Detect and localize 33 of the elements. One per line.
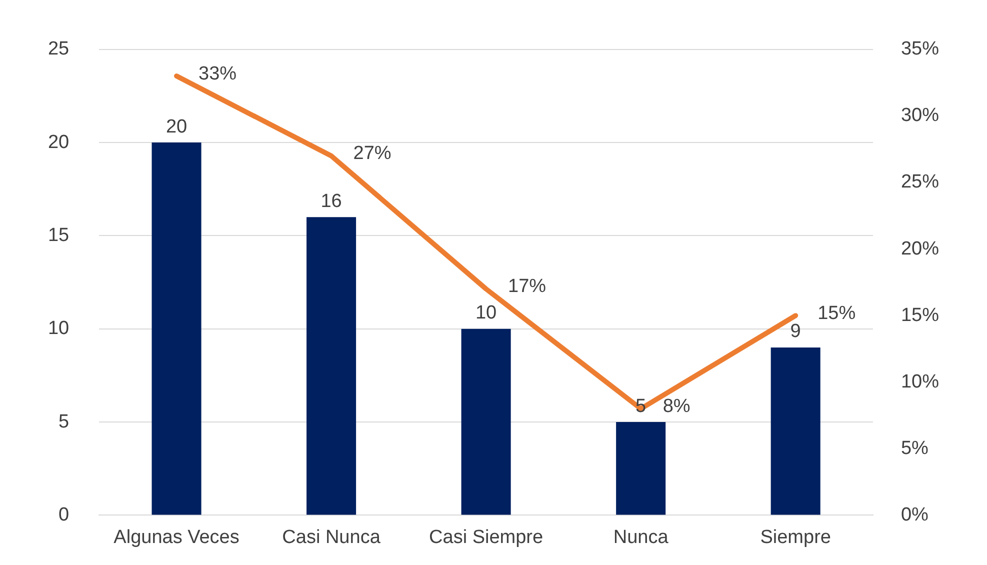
y-tick-label: 0	[58, 504, 70, 526]
bar	[306, 217, 356, 515]
y-tick-label: 5	[58, 411, 70, 432]
bar	[770, 348, 820, 515]
y-tick-label: 25	[48, 38, 70, 60]
y2-tick-label: 30%	[900, 105, 940, 126]
data-label: 9	[790, 321, 801, 342]
y2-tick-label: 0%	[900, 504, 929, 526]
data-label: 33%	[198, 63, 237, 84]
y2-tick-label: 15%	[900, 304, 940, 326]
y2-tick-label: 25%	[900, 172, 940, 193]
x-tick-label: Siempre	[760, 526, 831, 548]
data-label: 27%	[353, 143, 392, 164]
x-tick-label: Nunca	[613, 526, 669, 548]
data-label: 20	[166, 116, 188, 138]
y-tick-label: 20	[48, 132, 70, 153]
data-label: 8%	[662, 396, 690, 417]
x-tick-label: Casi Siempre	[429, 526, 544, 548]
x-tick-label: Casi Nunca	[282, 526, 381, 548]
bar	[616, 422, 666, 515]
y2-tick-label: 5%	[900, 438, 929, 459]
y-tick-label: 10	[48, 318, 70, 340]
x-tick-label: Algunas Veces	[114, 526, 240, 548]
y2-tick-label: 10%	[900, 371, 940, 392]
y2-tick-label: 20%	[900, 238, 940, 260]
data-label: 10	[475, 302, 497, 324]
data-label: 17%	[508, 276, 546, 298]
y2-tick-label: 35%	[900, 38, 940, 60]
bar	[461, 328, 511, 515]
data-label: 16	[320, 190, 342, 212]
y-tick-label: 15	[48, 224, 70, 246]
data-label: 15%	[818, 302, 856, 324]
bar	[152, 142, 202, 515]
